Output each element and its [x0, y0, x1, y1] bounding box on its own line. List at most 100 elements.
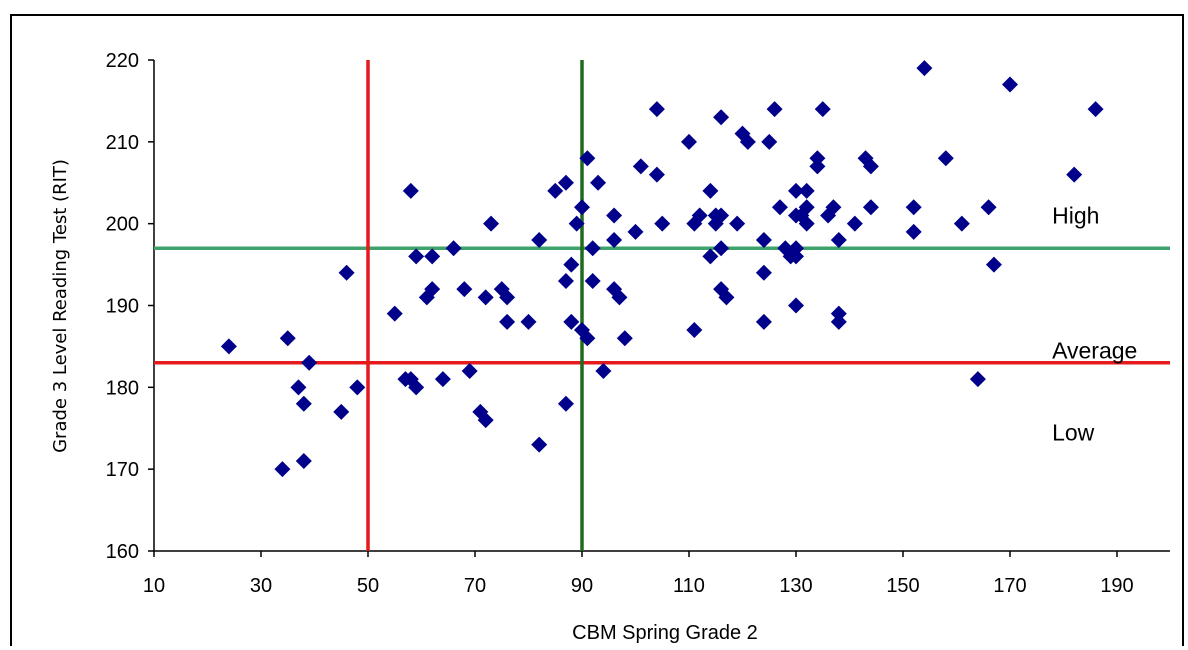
y-tick-label: 200 [106, 214, 139, 236]
x-tick-label: 30 [250, 575, 272, 597]
data-point [713, 109, 730, 126]
data-point [937, 150, 954, 167]
data-point [862, 158, 879, 175]
chart-frame [10, 14, 1184, 646]
data-point [520, 313, 537, 330]
data-point [905, 223, 922, 240]
data-point [408, 248, 425, 265]
data-point [531, 436, 548, 453]
data-point [788, 248, 804, 265]
data-point [632, 158, 649, 175]
data-point [424, 248, 441, 265]
data-point [846, 215, 863, 232]
x-tick-label: 170 [993, 575, 1026, 597]
data-point [953, 215, 970, 232]
data-point [349, 379, 366, 396]
data-point [590, 174, 607, 191]
data-point [424, 281, 441, 298]
data-point [755, 232, 772, 249]
y-tick-label: 210 [106, 132, 139, 154]
data-point [755, 264, 772, 281]
data-point [606, 207, 623, 224]
data-point [386, 305, 403, 322]
data-point [568, 215, 585, 232]
y-tick-label: 190 [106, 296, 139, 318]
data-point [798, 182, 815, 199]
data-point [584, 240, 601, 257]
data-point [830, 313, 847, 330]
region-label: Low [1052, 419, 1095, 445]
data-point [584, 272, 601, 289]
data-point [557, 272, 574, 289]
data-point [627, 223, 644, 240]
y-tick-label: 220 [106, 50, 139, 72]
data-point [809, 150, 826, 167]
data-point [574, 199, 590, 216]
data-points [220, 60, 1104, 478]
data-point [477, 289, 494, 306]
data-point [456, 281, 473, 298]
data-point [809, 158, 826, 175]
data-point [295, 452, 312, 469]
axes: 160 170 180 190 200 210 220 10 30 50 70 90 110 130 150… [106, 50, 1170, 597]
x-tick-label: 10 [143, 575, 165, 597]
y-tick-label: 180 [106, 377, 139, 399]
data-point [825, 199, 842, 216]
data-point [788, 240, 804, 257]
y-tick-label: 170 [106, 459, 139, 481]
data-point [290, 379, 307, 396]
data-point [477, 412, 494, 429]
data-point [985, 256, 1002, 273]
data-point [980, 199, 997, 216]
data-point [338, 264, 355, 281]
data-point [402, 182, 419, 199]
x-tick-label: 70 [464, 575, 486, 597]
data-point [761, 133, 778, 150]
data-point [595, 362, 612, 379]
data-point [702, 182, 719, 199]
data-point [1066, 166, 1083, 183]
data-point [798, 199, 815, 216]
data-point [830, 305, 847, 322]
data-point [654, 215, 671, 232]
data-point [713, 240, 730, 257]
reference-lines [154, 60, 1170, 551]
data-point [739, 133, 756, 150]
data-point [557, 395, 574, 412]
data-point [788, 297, 804, 314]
region-label: Average [1052, 338, 1137, 364]
x-tick-label: 130 [779, 575, 812, 597]
x-tick-label: 150 [886, 575, 919, 597]
data-point [557, 174, 574, 191]
data-point [579, 150, 596, 167]
data-point [1002, 76, 1018, 93]
data-point [445, 240, 462, 257]
data-point [713, 207, 730, 224]
x-tick-label: 50 [357, 575, 379, 597]
data-point [969, 371, 986, 388]
data-point [798, 215, 815, 232]
data-point [691, 207, 708, 224]
data-point [461, 362, 478, 379]
data-point [1087, 101, 1104, 118]
data-point [408, 379, 425, 396]
x-tick-label: 110 [673, 575, 705, 597]
data-point [279, 330, 296, 347]
data-point [434, 371, 451, 388]
data-point [862, 199, 879, 216]
data-point [547, 182, 564, 199]
data-point [483, 215, 500, 232]
data-point [301, 354, 318, 371]
data-point [563, 256, 580, 273]
data-point [648, 101, 665, 118]
data-point [579, 330, 596, 347]
data-point [606, 232, 623, 249]
data-point [830, 232, 847, 249]
data-point [814, 101, 831, 118]
data-point [766, 101, 783, 118]
data-point [220, 338, 237, 355]
data-point [905, 199, 922, 216]
data-point [686, 322, 703, 339]
region-label: High [1052, 202, 1099, 228]
